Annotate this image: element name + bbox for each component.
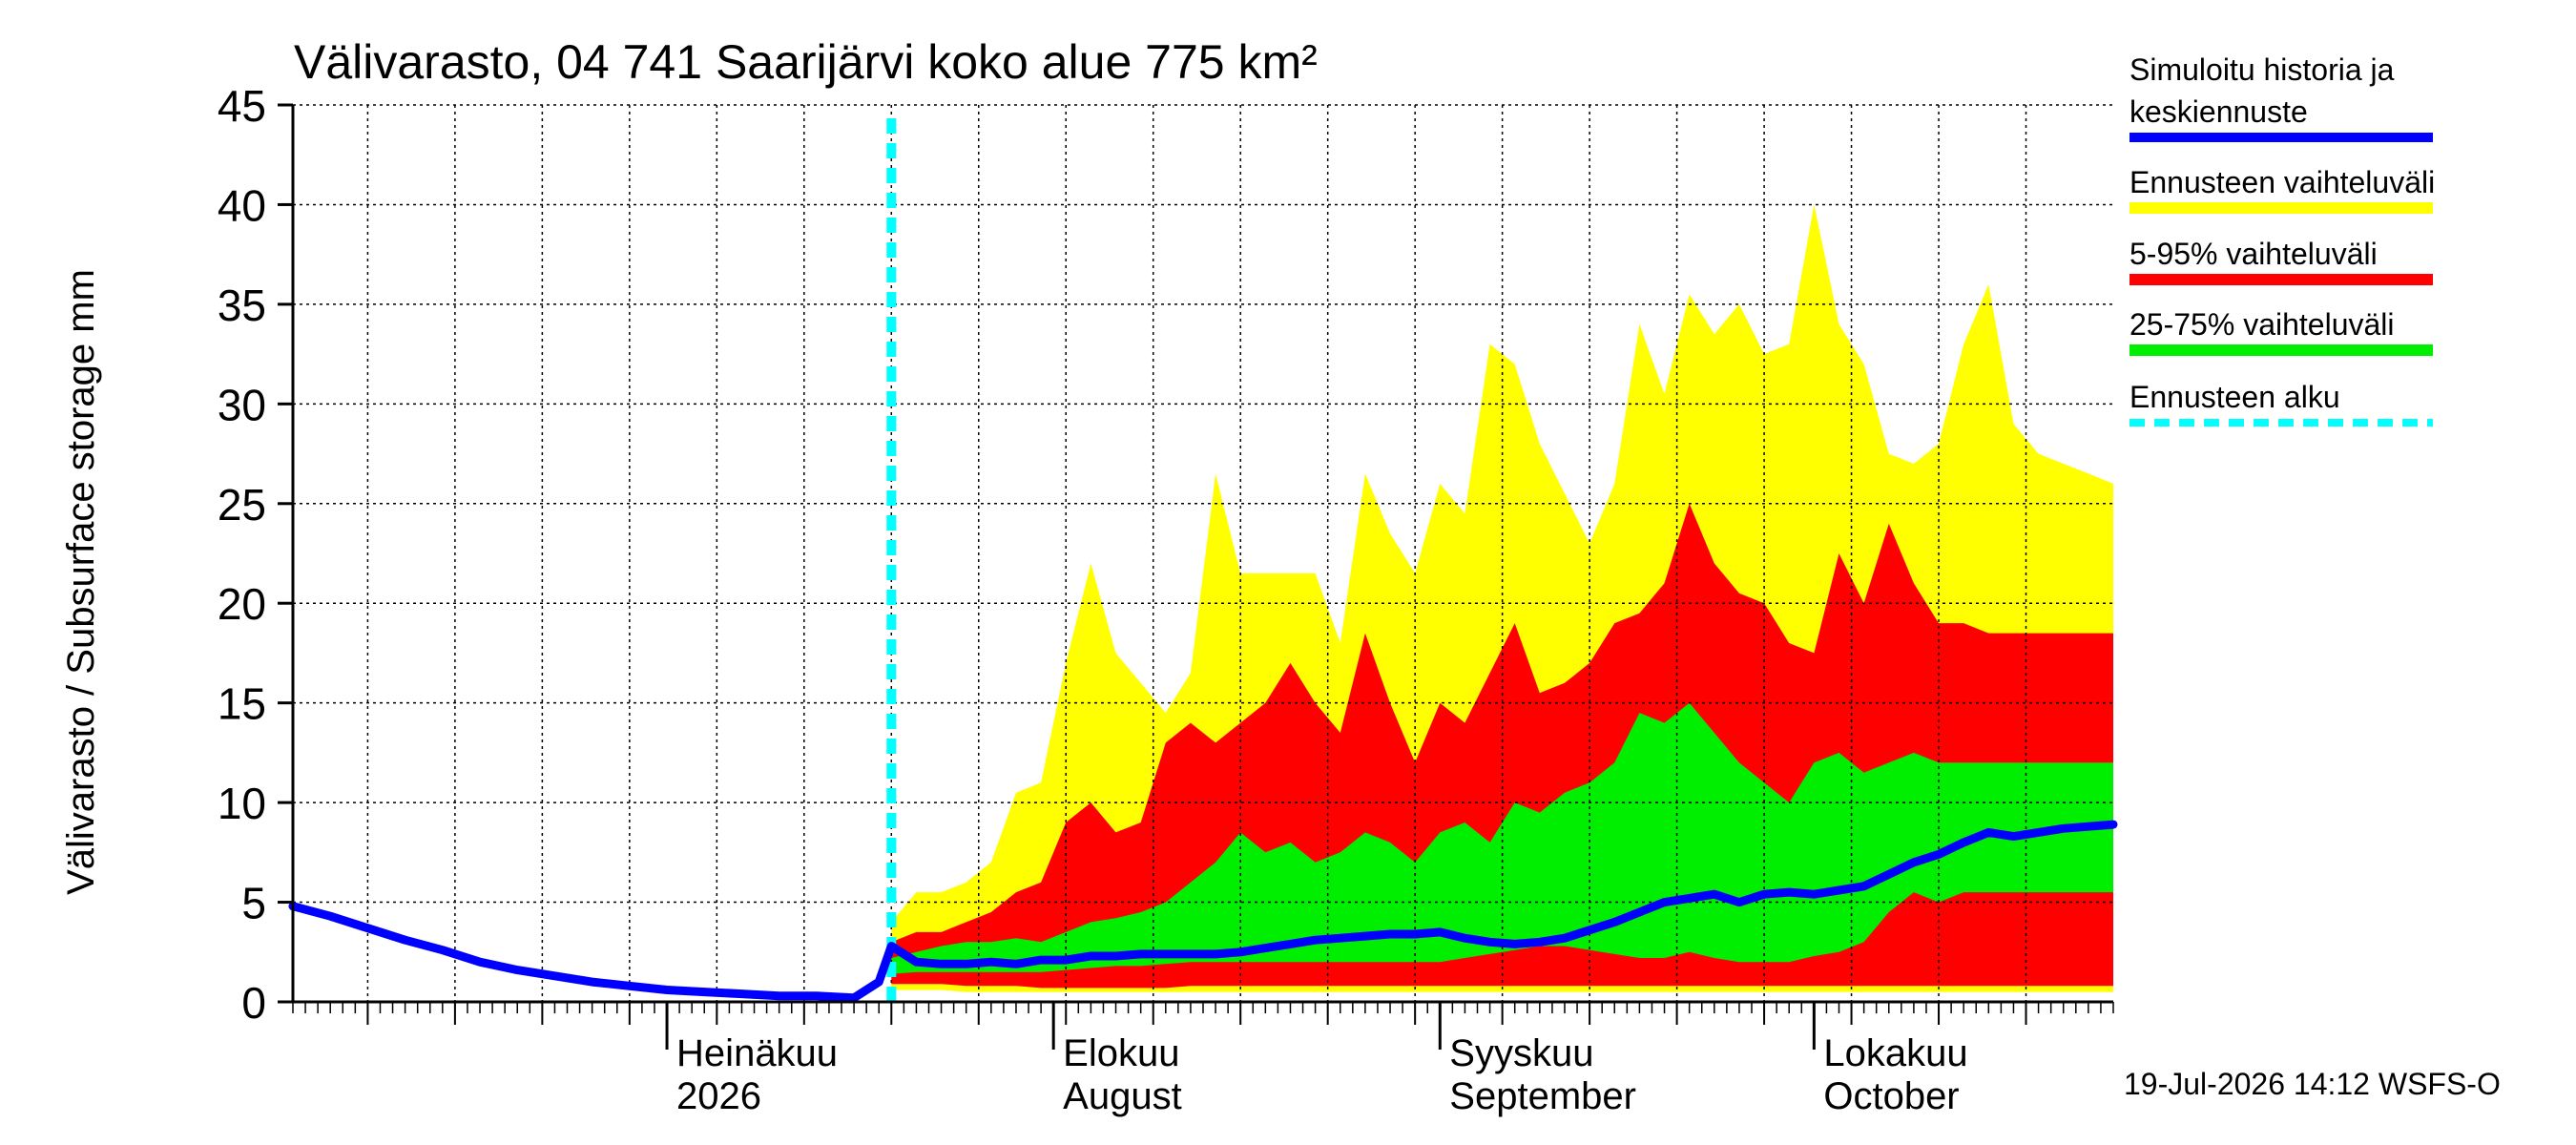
legend-label: keskiennuste — [2129, 94, 2308, 129]
grid — [293, 104, 2113, 1002]
y-tick-label: 35 — [218, 281, 266, 330]
y-tick-label: 20 — [218, 579, 266, 629]
legend-label: Simuloitu historia ja — [2129, 52, 2395, 87]
y-tick-label: 5 — [241, 879, 266, 928]
legend: Simuloitu historia ja keskiennuste Ennuste… — [2129, 52, 2435, 427]
y-tick-label: 45 — [218, 81, 266, 131]
x-month-sublabel: August — [1063, 1075, 1182, 1117]
chart-title: Välivarasto, 04 741 Saarijärvi koko alue… — [294, 35, 1318, 89]
x-month-sublabel: 2026 — [676, 1075, 761, 1117]
y-tick-label: 40 — [218, 180, 266, 230]
x-month-label: Lokakuu — [1823, 1032, 1967, 1074]
x-month-sublabel: October — [1823, 1075, 1959, 1117]
x-month-label: Elokuu — [1063, 1032, 1179, 1074]
forecast-bands — [891, 204, 2113, 992]
y-tick-label: 25 — [218, 480, 266, 530]
x-month-label: Syyskuu — [1449, 1032, 1593, 1074]
legend-label: 5-95% vaihteluväli — [2129, 237, 2378, 271]
legend-label: Ennusteen alku — [2129, 380, 2340, 414]
footer-timestamp: 19-Jul-2026 14:12 WSFS-O — [2124, 1067, 2501, 1101]
y-tick-label: 0 — [241, 978, 266, 1028]
y-tick-label: 30 — [218, 380, 266, 429]
series-line-mean — [288, 820, 2118, 1003]
y-axis-label: Välivarasto / Subsurface storage mm — [60, 269, 102, 895]
x-month-label: Heinäkuu — [676, 1032, 838, 1074]
y-tick-label: 15 — [218, 679, 266, 729]
band-25-75 — [891, 702, 2113, 974]
legend-label: 25-75% vaihteluväli — [2129, 307, 2395, 342]
y-tick-label: 10 — [218, 779, 266, 828]
history-line-group — [288, 118, 2118, 1003]
x-month-sublabel: September — [1449, 1075, 1636, 1117]
legend-label: Ennusteen vaihteluväli — [2129, 165, 2435, 199]
